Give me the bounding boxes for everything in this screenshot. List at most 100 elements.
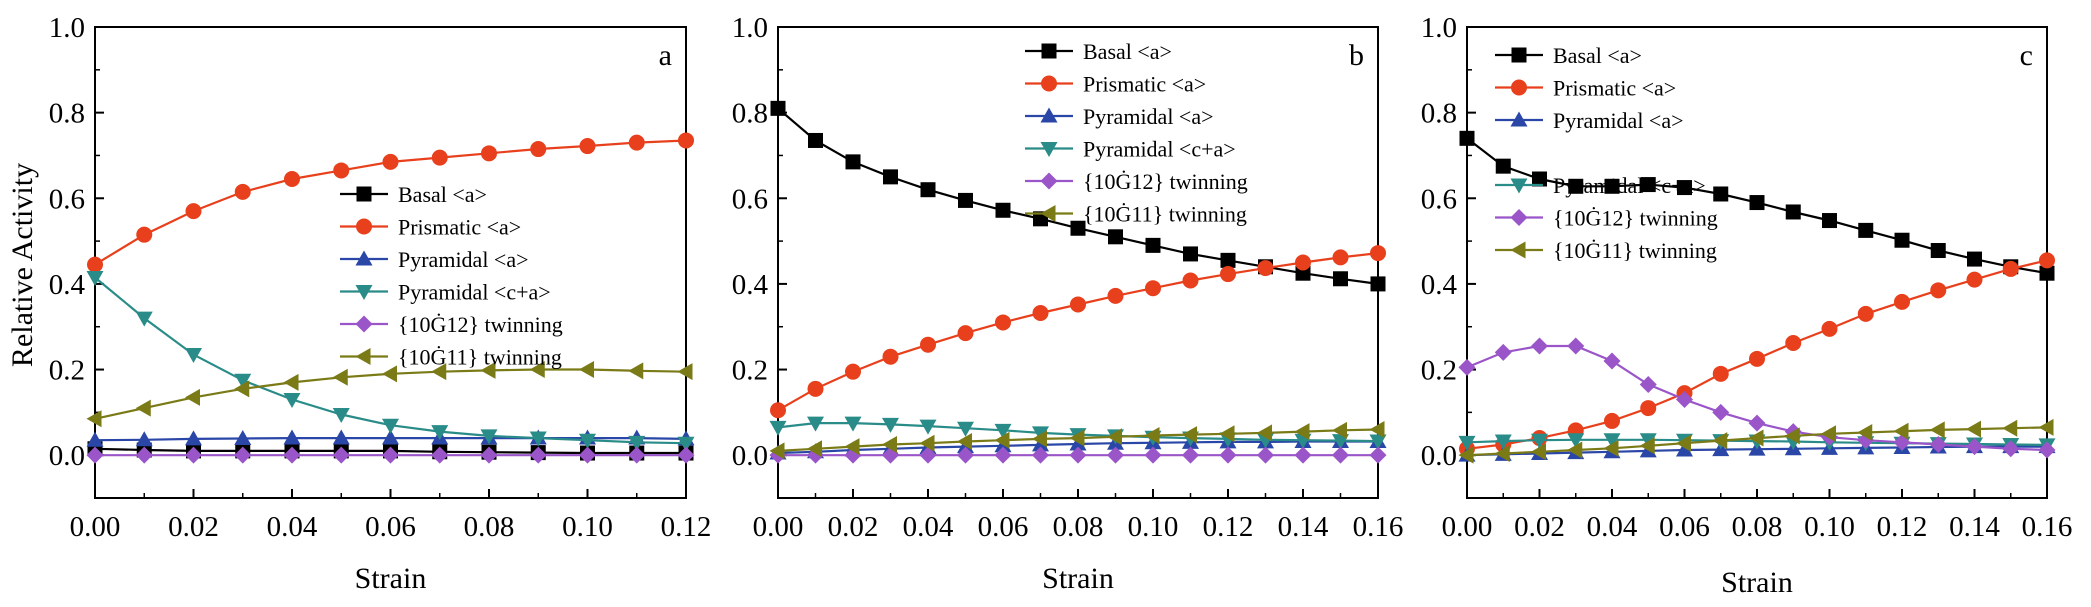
x-tick-label: 0.04 <box>267 511 318 543</box>
data-point <box>1894 232 1910 248</box>
data-point <box>1369 446 1387 464</box>
data-point <box>579 138 596 155</box>
data-point <box>135 399 151 417</box>
data-point <box>136 226 153 243</box>
legend-label: Basal <a> <box>398 182 487 207</box>
data-point <box>1639 433 1657 449</box>
data-point <box>1032 430 1047 448</box>
data-point <box>283 429 301 445</box>
legend-marker <box>1040 172 1058 190</box>
data-point <box>1220 266 1236 283</box>
data-point <box>1639 437 1655 455</box>
data-point <box>1676 391 1693 409</box>
x-axis-title: Strain <box>1721 566 1793 599</box>
data-point <box>530 141 547 158</box>
x-tick-label: 0.06 <box>1659 511 1710 543</box>
series-square <box>770 100 1386 292</box>
data-point <box>1032 305 1049 322</box>
data-point <box>1257 260 1274 277</box>
legend: Basal <a> Prismatic <a> Pyramidal <a> Pyram… <box>1495 43 1718 263</box>
legend-marker <box>355 250 373 266</box>
data-point <box>770 402 786 419</box>
x-tick-label: 0.02 <box>168 511 219 543</box>
data-point <box>1567 441 1583 459</box>
data-point <box>1144 426 1160 444</box>
data-point <box>1145 280 1161 297</box>
data-point <box>1640 400 1657 417</box>
data-point <box>431 425 449 441</box>
data-point <box>1967 251 1982 267</box>
data-point <box>185 388 200 406</box>
series-line <box>777 252 1379 412</box>
data-point <box>994 431 1010 449</box>
data-point <box>2002 440 2020 458</box>
data-point <box>1332 421 1347 439</box>
data-point <box>1032 446 1049 464</box>
series-triangle-down <box>86 270 695 452</box>
data-point <box>919 434 935 452</box>
data-point <box>382 153 399 170</box>
data-point <box>678 132 694 149</box>
series-line <box>777 107 1379 285</box>
legend-label: {10Ġ11} twinning <box>398 345 562 370</box>
data-point <box>1567 337 1585 355</box>
data-point <box>1294 446 1312 464</box>
data-point <box>332 446 350 464</box>
data-point <box>1220 252 1236 268</box>
data-point <box>1603 352 1621 370</box>
panel-label: a <box>659 39 672 72</box>
data-point <box>1332 446 1349 464</box>
data-point <box>995 202 1011 218</box>
data-point <box>234 373 252 389</box>
legend-marker <box>1511 79 1527 96</box>
data-point <box>87 256 103 273</box>
data-point <box>283 446 301 464</box>
x-tick-label: 0.06 <box>365 511 416 543</box>
data-point <box>2038 418 2054 436</box>
x-tick-label: 0.12 <box>661 511 712 543</box>
data-point <box>1785 334 1802 351</box>
y-axis-title: Relative Activity <box>6 163 39 367</box>
data-point <box>845 154 861 170</box>
data-point <box>1822 213 1837 229</box>
y-tick-label: 0.0 <box>49 440 85 472</box>
legend-marker <box>355 285 373 300</box>
data-point <box>185 348 202 364</box>
data-point <box>677 363 693 381</box>
x-tick-label: 0.02 <box>828 511 879 543</box>
data-point <box>1567 433 1585 449</box>
data-point <box>1458 358 1476 376</box>
data-point <box>1603 439 1619 457</box>
x-axis-title: Strain <box>355 562 427 595</box>
data-point <box>1182 426 1197 444</box>
data-point <box>480 429 498 445</box>
x-tick-label: 0.08 <box>1053 511 1104 543</box>
data-point <box>1748 429 1764 447</box>
data-point <box>920 336 936 353</box>
data-point <box>1145 237 1161 253</box>
legend-label: {10Ġ11} twinning <box>1553 238 1717 263</box>
data-point <box>844 416 862 432</box>
x-tick-label: 0.08 <box>1732 511 1783 543</box>
data-point <box>284 171 300 188</box>
x-tick-label: 0.16 <box>1353 511 1404 543</box>
data-point <box>1712 432 1728 450</box>
legend-label: Prismatic <a> <box>398 215 521 240</box>
data-point <box>1676 441 1693 457</box>
x-tick-label: 0.14 <box>1278 511 1329 543</box>
data-point <box>86 410 102 428</box>
data-point <box>1712 365 1729 382</box>
data-point <box>1821 425 1836 443</box>
data-point <box>2039 252 2055 269</box>
data-point <box>1749 195 1765 211</box>
legend-label: Pyramidal <c+a> <box>1083 137 1236 162</box>
x-tick-label: 0.10 <box>562 511 613 543</box>
data-point <box>1070 296 1086 313</box>
data-point <box>1182 446 1199 464</box>
data-point <box>431 446 449 464</box>
data-point <box>1219 446 1237 464</box>
data-point <box>1930 282 1947 299</box>
data-point <box>628 446 646 464</box>
data-point <box>1144 446 1162 464</box>
data-point <box>807 380 824 397</box>
